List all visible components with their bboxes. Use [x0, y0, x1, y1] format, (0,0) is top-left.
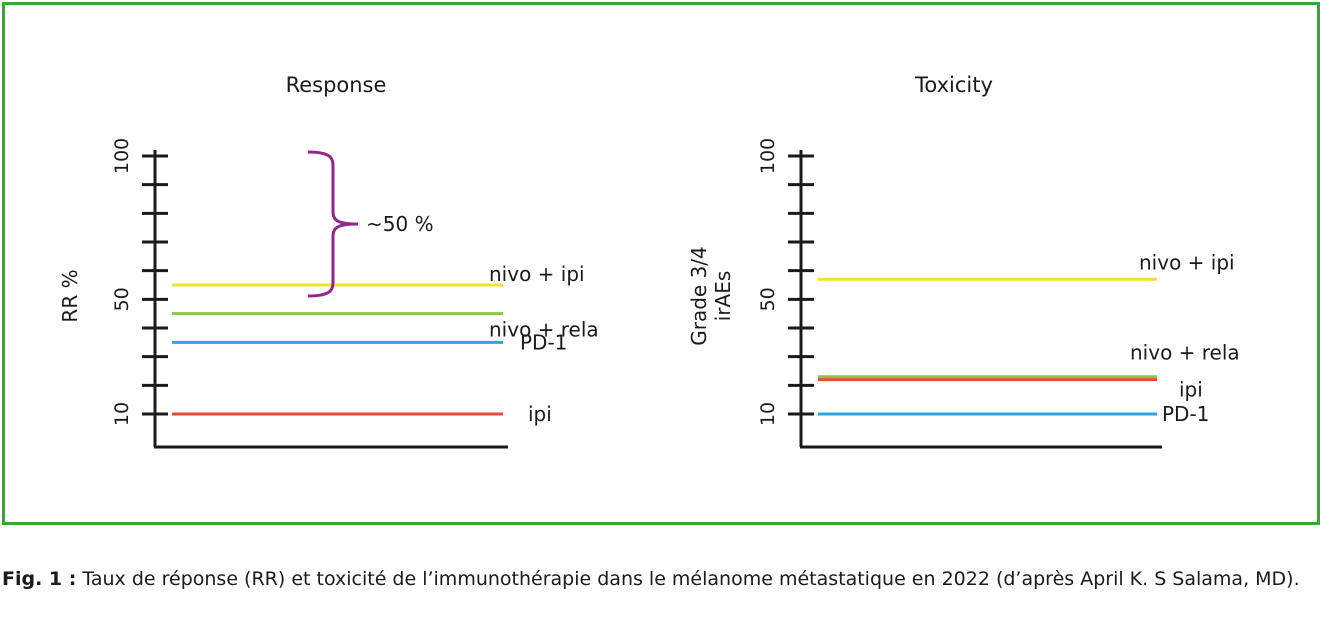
caption-text: Taux de réponse (RR) et toxicité de l’im… [76, 568, 1300, 590]
y-tick-label: 100 [757, 138, 779, 174]
response-panel: Response 100 50 10 RR % nivo + ipi nivo + rela… [58, 73, 599, 449]
series-label: PD-1 [1162, 402, 1209, 426]
series-label: ipi [1179, 378, 1203, 402]
series-label: nivo + ipi [489, 262, 585, 286]
y-tick-label: 10 [757, 402, 779, 426]
y-axis-title: RR % [58, 269, 82, 322]
caption-label: Fig. 1 : [2, 568, 77, 590]
y-tick-label: 50 [111, 287, 133, 311]
y-tick-label: 10 [111, 402, 133, 426]
y-axis-title: Grade 3/4irAEs [687, 246, 735, 346]
figure-frame [2, 2, 1320, 525]
series-label: nivo + rela [1130, 341, 1240, 365]
series-label: nivo + rela [489, 318, 599, 342]
annotation-label: ~50 % [366, 212, 434, 236]
chart-title: Response [286, 73, 387, 97]
brace-annotation [307, 150, 359, 298]
figure-caption: Fig. 1 : Taux de réponse (RR) et toxicit… [2, 564, 1318, 594]
toxicity-panel: Toxicity 100 50 10 Grade 3/4irAEs nivo + ipi n… [687, 73, 1240, 449]
y-tick-label: 100 [111, 138, 133, 174]
chart-title: Toxicity [914, 73, 993, 97]
series-label: PD-1 [520, 330, 567, 354]
series-label: ipi [528, 402, 552, 426]
y-tick-label: 50 [757, 287, 779, 311]
series-label: nivo + ipi [1139, 250, 1235, 274]
